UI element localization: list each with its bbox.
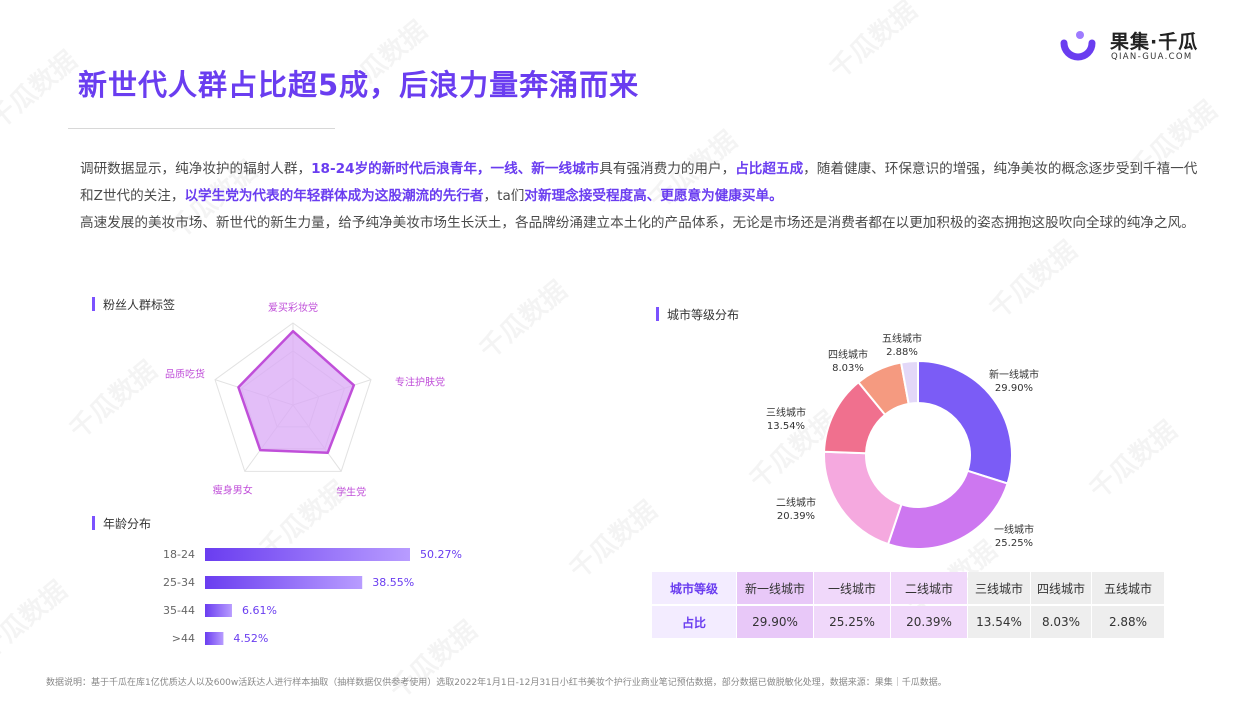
table-cell: 8.03% xyxy=(1031,606,1091,638)
watermark-text: 千瓜数据 xyxy=(560,491,663,586)
intro-highlight: 占比超五成 xyxy=(735,161,804,177)
donut-value-label: 13.54% xyxy=(767,421,805,432)
watermark-text: 千瓜数据 xyxy=(820,0,923,86)
table-row-header: 城市等级 xyxy=(652,572,736,604)
radar-category-label: 品质吃货 xyxy=(165,368,205,381)
intro-text-segment: 调研数据显示，纯净妆护的辐射人群， xyxy=(80,161,312,177)
donut-category-label: 一线城市 xyxy=(994,523,1034,536)
intro-highlight: 18-24岁的新时代后浪青年，一线、新一线城市 xyxy=(311,161,600,177)
radar-category-label: 学生党 xyxy=(336,485,366,498)
age-category-label: 18-24 xyxy=(163,548,195,561)
donut-slice xyxy=(917,359,1013,485)
table-cell: 2.88% xyxy=(1092,606,1164,638)
table-row: 占比 29.90% 25.25% 20.39% 13.54% 8.03% 2.8… xyxy=(652,606,1164,638)
watermark-text: 千瓜数据 xyxy=(60,351,163,446)
age-bar-value-label: 6.61% xyxy=(242,604,277,617)
city-table: 城市等级 新一线城市 一线城市 二线城市 三线城市 四线城市 五线城市 占比 2… xyxy=(651,570,1165,640)
donut-value-label: 25.25% xyxy=(995,538,1033,549)
radar-section-label: 粉丝人群标签 xyxy=(103,298,176,312)
brand-domain: QIAN-GUA.COM xyxy=(1111,52,1193,62)
intro-text-segment: ，ta们 xyxy=(483,188,525,204)
section-marker xyxy=(92,297,95,311)
intro-text: 调研数据显示，纯净妆护的辐射人群，18-24岁的新时代后浪青年，一线、新一线城市… xyxy=(80,156,1200,237)
age-bar xyxy=(205,548,410,561)
age-bar xyxy=(205,632,224,645)
donut-category-label: 四线城市 xyxy=(828,348,868,361)
title-divider xyxy=(68,128,335,129)
age-category-label: >44 xyxy=(172,632,195,645)
age-category-label: 35-44 xyxy=(163,604,195,617)
intro-highlight: 对新理念接受程度高、更愿意为健康买单。 xyxy=(524,188,783,204)
donut-category-label: 三线城市 xyxy=(766,406,806,419)
watermark-text: 千瓜数据 xyxy=(1080,411,1183,506)
section-marker xyxy=(656,307,659,321)
radar-category-label: 专注护肤党 xyxy=(395,376,445,389)
table-column-header: 四线城市 xyxy=(1031,572,1091,604)
donut-value-label: 2.88% xyxy=(886,347,918,358)
table-column-header: 新一线城市 xyxy=(737,572,813,604)
radar-category-label: 爱买彩妆党 xyxy=(268,301,318,314)
table-cell: 13.54% xyxy=(968,606,1030,638)
donut-category-label: 二线城市 xyxy=(776,496,816,509)
age-bar xyxy=(205,604,232,617)
radar-series-area xyxy=(237,329,356,455)
intro-text-segment: ，随着健康、环保意识的增强，纯净美妆的概念逐步受到千禧一代和Z世代的关注， xyxy=(80,161,1198,204)
radar-section-title: 粉丝人群标签 xyxy=(92,296,175,313)
brand-mark-icon xyxy=(1060,31,1096,61)
age-section-label: 年龄分布 xyxy=(103,517,152,531)
brand-logo: 果集·千瓜 QIAN-GUA.COM xyxy=(1058,27,1208,67)
city-section-title: 城市等级分布 xyxy=(656,306,739,323)
table-cell: 20.39% xyxy=(891,606,967,638)
watermark-text: 千瓜数据 xyxy=(0,41,84,136)
intro-highlight: 以学生党为代表的年轻群体成为这股潮流的先行者 xyxy=(184,188,484,204)
intro-paragraph-2: 高速发展的美妆市场、新世代的新生力量，给予纯净美妆市场生长沃土，各品牌纷涌建立本… xyxy=(80,215,1195,231)
table-column-header: 五线城市 xyxy=(1092,572,1164,604)
age-bar xyxy=(205,576,363,589)
table-cell: 29.90% xyxy=(737,606,813,638)
city-donut-chart: 新一线城市 29.90% 一线城市 25.25% 二线城市 20.39% 三线城市 13.54… xyxy=(766,332,1039,550)
age-bar-chart: 18-24 50.27% 25-34 38.55% 35-44 6.61% >44 4.52% xyxy=(163,548,462,645)
donut-slice xyxy=(899,359,919,406)
radar-grid-ring xyxy=(214,322,372,472)
intro-text-segment: 具有强消费力的用户， xyxy=(599,161,736,177)
donut-category-label: 五线城市 xyxy=(882,332,922,345)
watermark-text: 千瓜数据 xyxy=(0,571,74,666)
donut-slice xyxy=(823,450,903,546)
brand-name: 果集·千瓜 xyxy=(1110,31,1199,53)
city-section-label: 城市等级分布 xyxy=(667,308,740,322)
watermark-text: 千瓜数据 xyxy=(980,231,1083,326)
table-row: 城市等级 新一线城市 一线城市 二线城市 三线城市 四线城市 五线城市 xyxy=(652,572,1164,604)
age-bar-value-label: 38.55% xyxy=(372,576,414,589)
donut-value-label: 8.03% xyxy=(832,363,864,374)
watermark-text: 千瓜数据 xyxy=(470,271,573,366)
intro-paragraph-1: 调研数据显示，纯净妆护的辐射人群，18-24岁的新时代后浪青年，一线、新一线城市… xyxy=(80,156,1200,210)
footnote: 数据说明：基于千瓜在库1亿优质达人以及600w活跃达人进行样本抽取（抽样数据仅供… xyxy=(46,678,947,688)
table-column-header: 二线城市 xyxy=(891,572,967,604)
radar-category-label: 瘦身男女 xyxy=(213,483,253,496)
age-bar-value-label: 4.52% xyxy=(233,632,268,645)
donut-value-label: 29.90% xyxy=(995,383,1033,394)
donut-category-label: 新一线城市 xyxy=(989,368,1039,381)
table-row-header: 占比 xyxy=(652,606,736,638)
table-column-header: 一线城市 xyxy=(814,572,890,604)
age-category-label: 25-34 xyxy=(163,576,195,589)
table-cell: 25.25% xyxy=(814,606,890,638)
table-column-header: 三线城市 xyxy=(968,572,1030,604)
section-marker xyxy=(92,516,95,530)
age-section-title: 年龄分布 xyxy=(92,515,151,532)
donut-slice xyxy=(886,469,1009,550)
page-title: 新世代人群占比超5成，后浪力量奔涌而来 xyxy=(78,68,640,102)
age-bar-value-label: 50.27% xyxy=(420,548,462,561)
donut-value-label: 20.39% xyxy=(777,511,815,522)
